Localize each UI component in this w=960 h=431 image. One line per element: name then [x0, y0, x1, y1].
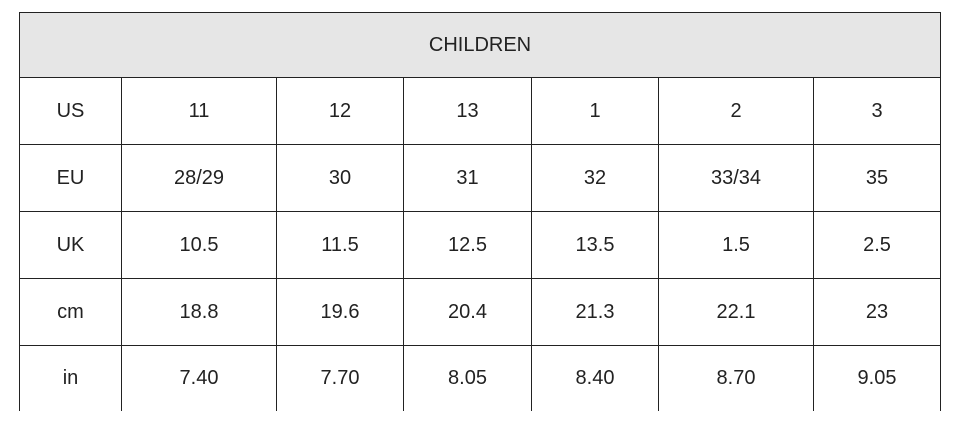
table-cell: 9.05: [814, 346, 940, 411]
table-cell: 23: [814, 279, 940, 345]
table-cell: 28/29: [122, 145, 276, 211]
row-label: US: [20, 78, 121, 144]
table-cell: 13.5: [532, 212, 658, 278]
size-table: CHILDREN US 11 12 13 1 2 3 EU 28/29 30 31 32 33/34 35…: [19, 12, 941, 411]
table-cell: 2: [659, 78, 813, 144]
table-cell: 20.4: [404, 279, 531, 345]
table-cell: 19.6: [277, 279, 403, 345]
table-cell: 21.3: [532, 279, 658, 345]
table-cell: 1: [532, 78, 658, 144]
table-cell: 10.5: [122, 212, 276, 278]
table-cell: 31: [404, 145, 531, 211]
row-label: UK: [20, 212, 121, 278]
table-cell: 2.5: [814, 212, 940, 278]
table-cell: 8.40: [532, 346, 658, 411]
table-cell: 8.05: [404, 346, 531, 411]
table-cell: 33/34: [659, 145, 813, 211]
table-cell: 18.8: [122, 279, 276, 345]
table-cell: 35: [814, 145, 940, 211]
table-cell: 7.70: [277, 346, 403, 411]
table-cell: 3: [814, 78, 940, 144]
table-cell: 11.5: [277, 212, 403, 278]
table-cell: 1.5: [659, 212, 813, 278]
table-cell: 22.1: [659, 279, 813, 345]
table-cell: 11: [122, 78, 276, 144]
table-cell: 32: [532, 145, 658, 211]
table-cell: 7.40: [122, 346, 276, 411]
table-cell: 12: [277, 78, 403, 144]
table-cell: 12.5: [404, 212, 531, 278]
table-cell: 8.70: [659, 346, 813, 411]
row-label: in: [20, 346, 121, 411]
row-label: cm: [20, 279, 121, 345]
table-cell: 13: [404, 78, 531, 144]
table-title: CHILDREN: [20, 13, 940, 77]
table-cell: 30: [277, 145, 403, 211]
row-label: EU: [20, 145, 121, 211]
